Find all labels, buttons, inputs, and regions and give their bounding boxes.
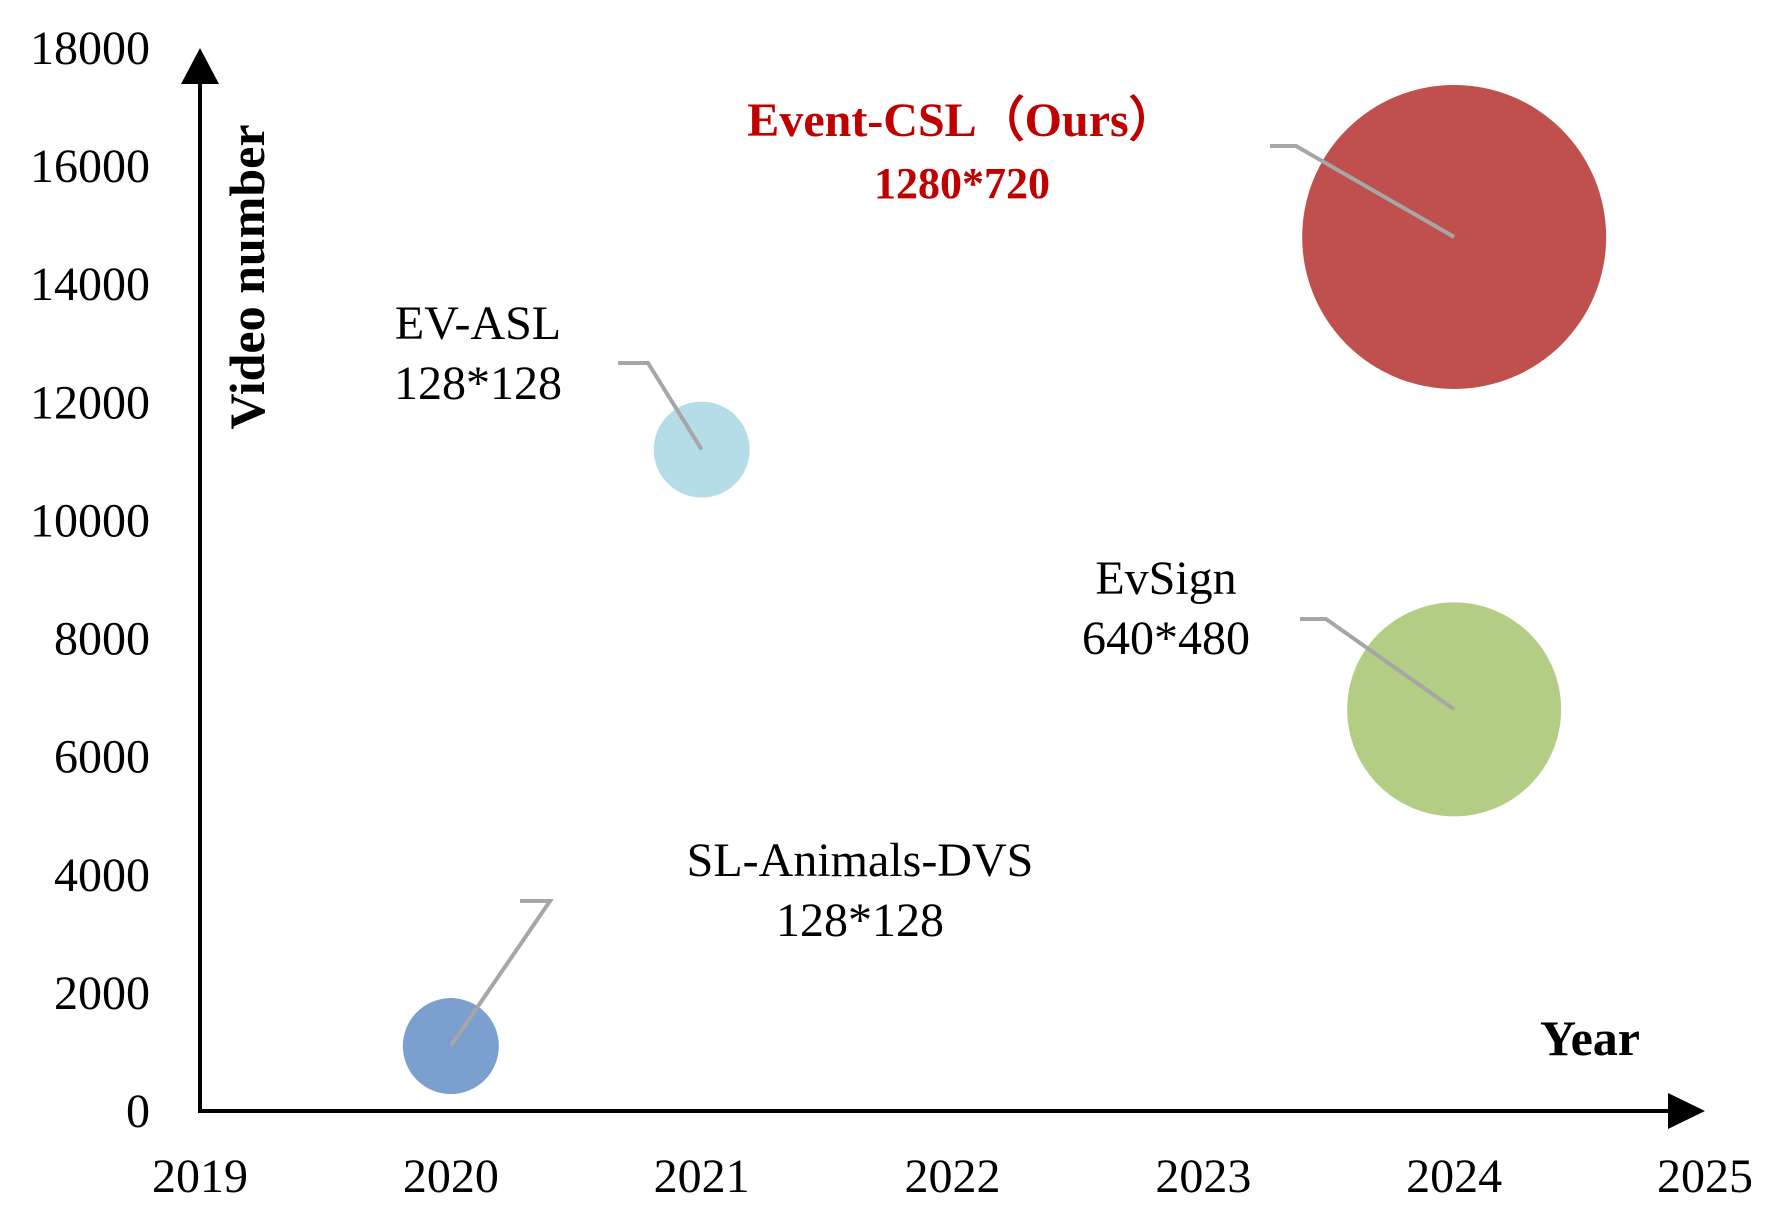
bubble-name-label: SL-Animals-DVS xyxy=(687,834,1034,887)
y-tick-label: 2000 xyxy=(54,967,150,1020)
x-axis-title: Year xyxy=(1540,1010,1640,1066)
leader-line-3 xyxy=(1270,144,1456,239)
bubble-resolution-label: 128*128 xyxy=(394,357,562,410)
y-tick-label: 6000 xyxy=(54,731,150,784)
bubble-resolution-label: 640*480 xyxy=(1082,612,1250,665)
y-tick-label: 4000 xyxy=(54,849,150,902)
bubble-name-label: EV-ASL xyxy=(395,297,561,350)
bubble-labels-layer: SL-Animals-DVS 128*128 EV-ASL 128*128 EvSign… xyxy=(394,94,1250,947)
y-axis-arrowhead xyxy=(181,48,219,84)
x-tick-label: 2022 xyxy=(905,1150,1001,1203)
y-tick-label: 10000 xyxy=(30,494,150,547)
y-axis-title: Video number xyxy=(219,124,275,429)
x-axis-arrowhead xyxy=(1668,1093,1705,1129)
x-tick-label: 2020 xyxy=(403,1150,499,1203)
x-tick-label: 2024 xyxy=(1406,1150,1502,1203)
y-tick-label: 12000 xyxy=(30,376,150,429)
y-tick-label: 8000 xyxy=(54,613,150,666)
leader-line-2 xyxy=(1300,617,1456,712)
x-tick-label: 2021 xyxy=(654,1150,750,1203)
x-tick-label: 2019 xyxy=(152,1150,248,1203)
bubble-resolution-label: 1280*720 xyxy=(874,159,1050,208)
leader-line-1 xyxy=(618,361,704,451)
leader-lines-layer xyxy=(449,144,1456,1048)
x-tick-labels: 2019 2020 2021 2022 2023 2024 2025 xyxy=(152,1150,1753,1203)
y-tick-label: 16000 xyxy=(30,140,150,193)
y-tick-label: 18000 xyxy=(30,22,150,75)
bubble-resolution-label: 128*128 xyxy=(776,894,944,947)
y-tick-labels: 0 2000 4000 6000 8000 10000 12000 14000 16000 180… xyxy=(30,22,150,1138)
y-tick-label: 0 xyxy=(126,1085,150,1138)
y-tick-label: 14000 xyxy=(30,258,150,311)
bubble-name-label: EvSign xyxy=(1095,552,1236,605)
x-tick-label: 2023 xyxy=(1155,1150,1251,1203)
axes xyxy=(181,48,1705,1129)
bubble-name-label: Event-CSL（Ours） xyxy=(747,94,1176,147)
leader-line-0 xyxy=(449,899,554,1048)
x-tick-label: 2025 xyxy=(1657,1150,1753,1203)
bubbles-layer xyxy=(402,84,1607,1095)
